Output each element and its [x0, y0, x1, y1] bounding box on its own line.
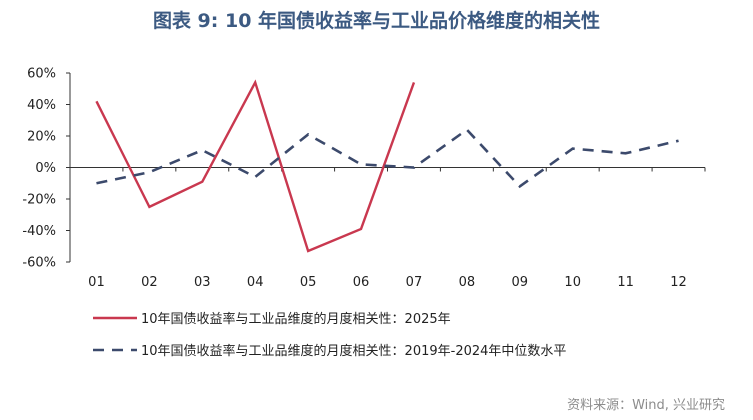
x-tick-label: 09 — [512, 275, 529, 290]
y-tick-label: -60% — [22, 256, 56, 271]
series-layer — [95, 79, 679, 253]
x-tick-label: 12 — [670, 275, 687, 290]
x-tick-label: 02 — [141, 275, 158, 290]
x-tick-label: 10 — [564, 275, 581, 290]
y-tick-label: -40% — [22, 224, 56, 239]
x-tick-label: 06 — [353, 275, 370, 290]
y-tick-label: -20% — [22, 193, 56, 208]
chart-title: 图表 9: 10 年国债收益率与工业品价格维度的相关性 — [152, 10, 601, 32]
legend-label-1: 10年国债收益率与工业品维度的月度相关性：2025年 — [141, 311, 451, 327]
x-tick-label: 05 — [300, 275, 317, 290]
series-line-1 — [95, 79, 416, 253]
y-tick-label: 40% — [27, 98, 56, 113]
source-note: 资料来源：Wind, 兴业研究 — [567, 398, 725, 413]
x-tick-label: 01 — [88, 275, 105, 290]
y-tick-label: 0% — [35, 161, 56, 176]
axes: -60% -40% -20% 0% 20% 40% 60% 01 02 03 04 05 06 07 08 0… — [22, 67, 706, 290]
y-tick-label: 20% — [27, 130, 56, 145]
x-tick-label: 03 — [194, 275, 211, 290]
y-tick-label: 60% — [27, 67, 56, 82]
x-tick-label: 11 — [617, 275, 634, 290]
x-tick-label: 04 — [247, 275, 264, 290]
series-line-2 — [96, 127, 679, 189]
x-tick-label: 07 — [406, 275, 423, 290]
legend-label-2: 10年国债收益率与工业品维度的月度相关性：2019年-2024年中位数水平 — [141, 343, 566, 359]
legend: 10年国债收益率与工业品维度的月度相关性：2025年 10年国债收益率与工业品维度… — [93, 311, 566, 359]
x-tick-label: 08 — [459, 275, 476, 290]
